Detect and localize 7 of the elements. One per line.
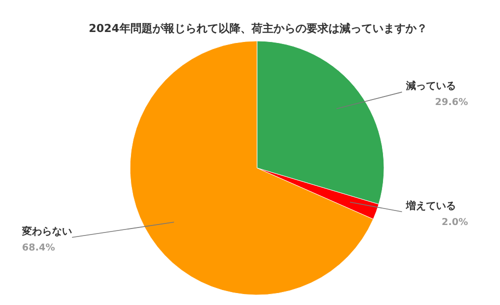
data-label: 2.0% <box>442 216 468 228</box>
slice-label: 変わらない <box>21 225 72 238</box>
data-label: 68.4% <box>22 242 56 254</box>
slice-label: 増えている <box>405 200 456 212</box>
slice-label: 減っている <box>405 80 456 92</box>
chart-title: 2024年問題が報じられて以降、荷主からの要求は減っていますか？ <box>88 22 428 35</box>
data-label: 29.6% <box>435 97 468 108</box>
